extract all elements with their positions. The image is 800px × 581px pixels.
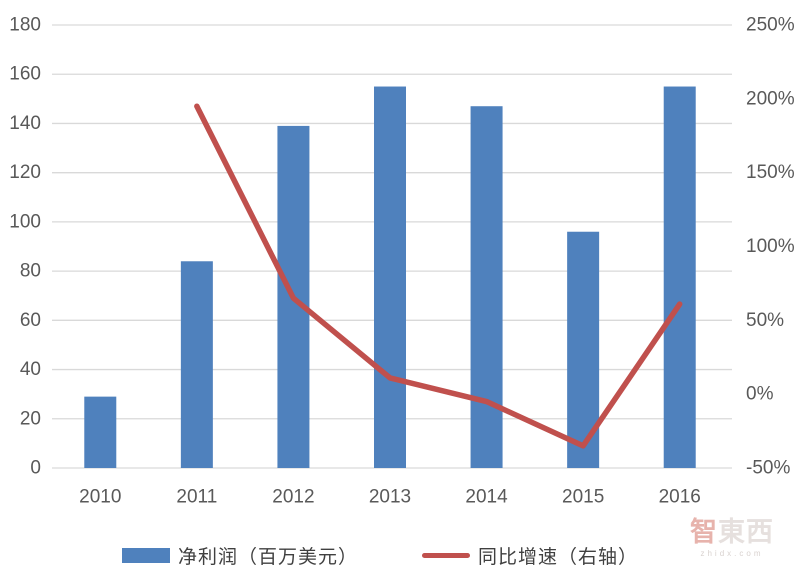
x-axis-tick-label: 2014 <box>465 487 508 508</box>
legend-item: 净利润（百万美元） <box>121 542 358 569</box>
legend-bar-swatch <box>121 547 170 563</box>
x-axis-tick-label: 2010 <box>79 487 121 508</box>
right-axis-tick-label: -50% <box>746 458 790 479</box>
right-axis-tick-label: 50% <box>746 310 784 331</box>
legend-line-swatch <box>422 552 470 558</box>
left-axis-tick-label: 180 <box>9 15 41 36</box>
bar-2013 <box>374 86 406 469</box>
left-axis-tick-label: 80 <box>20 261 41 282</box>
left-axis-tick-label: 140 <box>9 113 41 134</box>
legend-label: 同比增速（右轴） <box>478 546 639 568</box>
x-axis-tick-label: 2016 <box>659 487 701 508</box>
left-axis-tick-label: 120 <box>9 162 41 183</box>
x-axis-tick-label: 2012 <box>272 487 314 508</box>
right-axis-tick-label: 100% <box>746 236 795 257</box>
watermark-text: 智東西 <box>690 517 774 547</box>
bar-2010 <box>84 396 117 468</box>
x-axis-tick-label: 2011 <box>176 487 217 508</box>
x-axis-tick-label: 2015 <box>562 487 604 508</box>
bar-2014 <box>470 106 503 468</box>
watermark-logo: 智東西 zhidx.com <box>686 519 778 558</box>
left-axis-tick-label: 100 <box>9 211 41 232</box>
legend: 净利润（百万美元） 同比增速（右轴） <box>0 538 760 572</box>
bar-2011 <box>180 261 213 468</box>
right-axis-tick-label: 200% <box>746 88 795 109</box>
left-axis-tick-label: 160 <box>9 64 41 85</box>
left-axis-tick-label: 40 <box>20 359 41 380</box>
x-axis-tick-label: 2013 <box>369 487 411 508</box>
legend-item: 同比增速（右轴） <box>422 542 638 569</box>
left-axis-tick-label: 0 <box>30 458 41 479</box>
growth-line <box>194 103 683 449</box>
left-axis-tick-label: 20 <box>20 408 41 429</box>
watermark-subtext: zhidx.com <box>700 549 764 558</box>
legend-label: 净利润（百万美元） <box>177 546 358 568</box>
right-axis-tick-label: 150% <box>746 162 795 183</box>
right-axis-tick-label: 250% <box>746 15 795 36</box>
bar-2016 <box>663 86 696 469</box>
left-axis-tick-label: 60 <box>20 310 41 331</box>
right-axis-tick-label: 0% <box>746 384 774 405</box>
